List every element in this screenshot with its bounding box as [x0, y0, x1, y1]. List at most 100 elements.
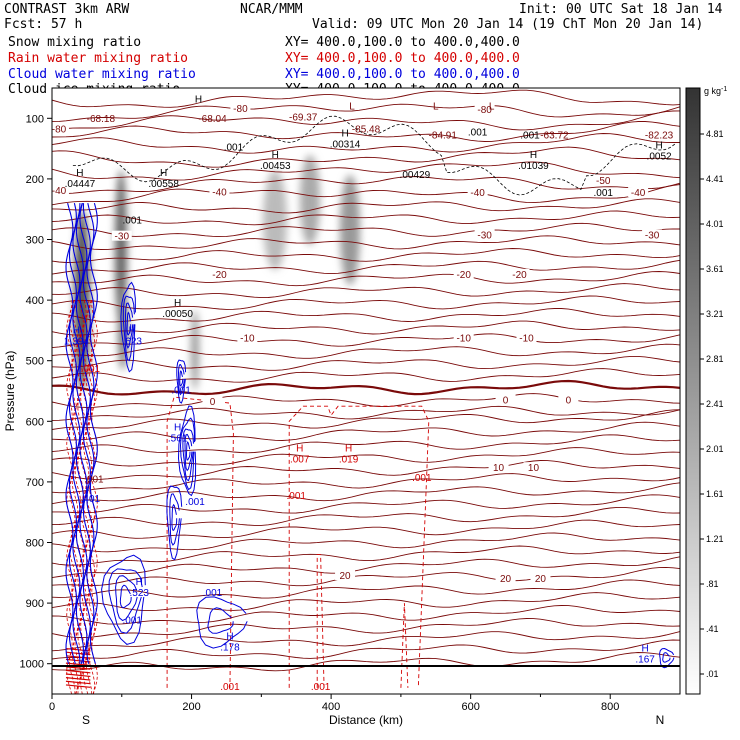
colorbar-tick-label: 2.41 — [706, 399, 724, 409]
colorbar-tick-label: 1.61 — [706, 489, 724, 499]
y-tick-label: 1000 — [20, 659, 44, 671]
extremum-marker: H — [76, 168, 83, 179]
isotherm-line — [52, 421, 680, 441]
temperature-contour-label: 0 — [503, 395, 509, 406]
y-tick-label: 500 — [26, 356, 44, 368]
field-rain-xy: XY= 400.0,100.0 to 400.0,400.0 — [285, 51, 520, 66]
temperature-contour-label: 0 — [210, 397, 216, 408]
colorbar-tick-label: 3.21 — [706, 309, 724, 319]
header-valid: Valid: 09 UTC Mon 20 Jan 14 (19 ChT Mon … — [312, 17, 703, 32]
field-cloud-water-xy: XY= 400.0,100.0 to 400.0,400.0 — [285, 67, 520, 82]
extremum-marker: H — [641, 644, 648, 655]
contour-label-bg — [558, 394, 579, 405]
temperature-contours — [52, 89, 680, 672]
cloud-water-contour — [179, 417, 195, 491]
isotherm-line — [52, 103, 680, 123]
contour-label-bg — [495, 394, 516, 405]
colorbar-bar — [685, 87, 701, 695]
isotherm-line — [52, 295, 680, 310]
isotherm-line — [52, 259, 680, 275]
extremum-marker: H — [73, 325, 80, 336]
colorbar: .01 .41 .81 1.21 1.61 2.01 2.41 2.81 3.21 3.61 4.0… — [685, 86, 727, 695]
temperature-contour-label: -40 — [212, 187, 227, 198]
y-axis: 100 200 300 400 500 600 700 800 900 1000 — [20, 113, 52, 671]
contour-label-bg — [495, 573, 516, 584]
isotherm-line — [52, 532, 680, 553]
snow-plume — [191, 310, 199, 390]
isotherm-line — [52, 605, 680, 625]
extremum-marker: H — [341, 129, 348, 140]
colorbar-tick-label: 1.21 — [706, 534, 724, 544]
rain-contour — [71, 300, 79, 694]
rain-contour — [65, 677, 91, 681]
contour-label-bg — [453, 268, 474, 279]
extrema-labels: H L L L -68.18 -68.04 -69.37 -85.48 -84.91 -63.72… — [64, 95, 674, 693]
extremum-value: .178 — [220, 643, 240, 654]
snow-plume — [263, 170, 287, 270]
y-tick-label: 700 — [26, 477, 44, 489]
extremum-value: .00453 — [260, 161, 291, 172]
cloud-water-contour — [72, 203, 81, 664]
contour-label-bg — [642, 229, 663, 240]
contour-label-bg — [593, 174, 614, 185]
colorbar-tick-label: 4.01 — [706, 219, 724, 229]
y-tick-label: 100 — [26, 113, 44, 125]
header-left-1: CONTRAST 3km ARW — [4, 2, 129, 17]
contour-label-bg — [628, 187, 649, 198]
rain-contour — [316, 554, 325, 688]
isotherm-line — [52, 271, 680, 287]
contour-label-bg — [523, 462, 544, 473]
extremum-value: .001 — [123, 215, 143, 226]
x-axis-label: Distance (km) — [329, 713, 403, 727]
isotherm-line — [52, 333, 680, 349]
rain-contour — [65, 666, 91, 670]
rain-contour — [65, 651, 91, 656]
rain-contour — [65, 684, 91, 688]
isotherm-line — [52, 146, 680, 168]
cloud-ice-contours — [72, 115, 677, 196]
cloud-water-contour — [171, 503, 178, 531]
y-tick-label: 300 — [26, 235, 44, 247]
rain-contour — [65, 680, 91, 685]
extremum-value: .007 — [290, 455, 310, 466]
extremum-marker: H — [129, 325, 136, 336]
extremum-value: .00314 — [330, 140, 361, 151]
extremum-value: .01039 — [518, 161, 549, 172]
temperature-contour-label: -30 — [645, 230, 660, 241]
cloud-water-contour — [115, 575, 138, 622]
cloud-water-contour — [662, 652, 671, 663]
extremum-value: .001 — [468, 127, 488, 138]
extremum-marker: H — [174, 422, 181, 433]
temperature-contour-label: -20 — [212, 270, 227, 281]
extremum-value: .00050 — [162, 309, 193, 320]
y-tick-label: 800 — [26, 538, 44, 550]
contour-label-bg — [111, 230, 132, 241]
field-rain: Rain water mixing ratio — [8, 51, 188, 66]
extremum-value: .561 — [168, 433, 188, 444]
snow-plume — [118, 290, 128, 370]
contour-label-bg — [202, 396, 223, 407]
extremum-value: 1.394 — [64, 336, 89, 347]
isotherm-line — [52, 566, 680, 587]
isotherm-line — [52, 494, 680, 514]
contour-label-bg — [52, 185, 69, 196]
cloud-water-contour — [120, 281, 136, 373]
extremum-marker: H — [195, 95, 202, 106]
temperature-contour-label: -30 — [115, 232, 130, 243]
extremum-value: .001 — [81, 364, 101, 375]
isotherm-line — [52, 368, 680, 383]
isotherm-line — [52, 579, 680, 599]
isotherm-line — [52, 161, 680, 181]
extremum-marker: L — [433, 101, 439, 112]
extremum-marker: H — [272, 150, 279, 161]
temperature-contour-label: 0 — [566, 395, 572, 406]
isotherm-line — [52, 110, 680, 131]
temperature-contour-label: 20 — [500, 574, 512, 585]
isotherm-line — [52, 121, 680, 142]
isotherm-line — [52, 343, 680, 359]
colorbar-tick-label: 2.81 — [706, 354, 724, 364]
isotherm-line — [52, 409, 680, 430]
header-left-2: Fcst: 57 h — [4, 17, 82, 32]
contour-label-bg — [335, 570, 356, 581]
rain-contour — [65, 658, 91, 663]
